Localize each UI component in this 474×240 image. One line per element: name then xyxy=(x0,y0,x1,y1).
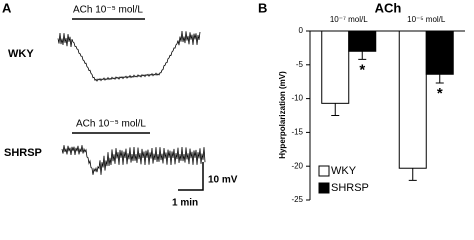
y-tick-label: -10 xyxy=(291,94,303,103)
scale-label: 10 mV xyxy=(208,175,238,186)
y-tick-label: 0 xyxy=(299,26,304,35)
trace-label: SHRSP xyxy=(4,147,42,159)
scale-bar xyxy=(178,162,204,191)
trace xyxy=(61,145,206,175)
legend-label: WKY xyxy=(331,165,357,177)
significance-mark: * xyxy=(359,61,365,78)
stimulus-label: ACh 10⁻⁵ mol/L xyxy=(73,5,143,16)
y-tick-label: -15 xyxy=(291,128,303,137)
figure: A ACh 10⁻⁵ mol/L WKY ACh 10⁻⁵ mol/L SHRS… xyxy=(2,0,465,209)
trace-label: WKY xyxy=(8,48,34,60)
scale-label: 1 min xyxy=(172,198,198,209)
significance-mark: * xyxy=(437,85,443,102)
stimulus-label: ACh 10⁻⁵ mol/L xyxy=(76,119,146,130)
legend-swatch xyxy=(318,182,330,194)
trace xyxy=(57,30,201,82)
bar xyxy=(425,30,454,75)
y-tick-label: -20 xyxy=(291,161,303,170)
x-tick-label: 10⁻⁷ mol/L xyxy=(330,15,368,24)
bar xyxy=(398,30,427,169)
error-bar xyxy=(408,168,417,181)
y-tick-label: -25 xyxy=(291,195,303,204)
panel-label: B xyxy=(258,0,267,15)
chart-title: ACh xyxy=(375,0,402,15)
error-bar xyxy=(435,74,444,84)
error-bar xyxy=(331,103,340,116)
bar xyxy=(321,30,350,104)
y-axis-label: Hyperpolarization (mV) xyxy=(278,71,287,159)
error-bar xyxy=(358,51,367,60)
y-tick-label: -5 xyxy=(296,60,304,69)
panel-label: A xyxy=(2,0,12,15)
bar xyxy=(348,30,377,52)
legend-swatch xyxy=(318,165,330,177)
legend-label: SHRSP xyxy=(331,182,369,194)
x-tick-label: 10⁻⁵ mol/L xyxy=(407,15,446,24)
